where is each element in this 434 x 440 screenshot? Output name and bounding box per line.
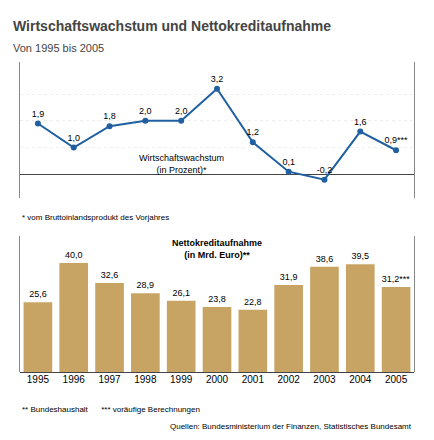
svg-text:22,8: 22,8 [244, 297, 262, 307]
svg-text:-0,2: -0,2 [317, 165, 333, 175]
svg-text:Von 1995 bis 2005: Von 1995 bis 2005 [13, 42, 104, 54]
svg-text:39,5: 39,5 [352, 251, 370, 261]
svg-text:2002: 2002 [278, 374, 301, 385]
svg-text:1,6: 1,6 [354, 117, 367, 127]
svg-text:23,8: 23,8 [208, 294, 226, 304]
svg-text:38,6: 38,6 [316, 254, 334, 264]
svg-text:Quellen: Bundesministerium der: Quellen: Bundesministerium der Finanzen,… [170, 422, 412, 431]
svg-text:25,6: 25,6 [29, 289, 47, 299]
svg-text:32,6: 32,6 [101, 270, 119, 280]
svg-text:Wirtschaftswachstum(in Prozent: Wirtschaftswachstum(in Prozent)* [139, 153, 224, 175]
svg-text:0,1: 0,1 [282, 157, 295, 167]
svg-text:2005: 2005 [385, 374, 408, 385]
svg-text:2,0: 2,0 [175, 106, 188, 116]
svg-text:1,9: 1,9 [32, 109, 45, 119]
svg-text:26,1: 26,1 [172, 288, 190, 298]
svg-text:1995: 1995 [27, 374, 50, 385]
svg-text:3,2: 3,2 [211, 74, 224, 84]
svg-text:** Bundeshaushalt *** vor: ** Bundeshaushalt *** voräufige Berechnu… [22, 405, 200, 414]
svg-text:28,9: 28,9 [137, 280, 155, 290]
svg-text:1999: 1999 [170, 374, 193, 385]
svg-text:31,9: 31,9 [280, 272, 298, 282]
svg-text:2000: 2000 [206, 374, 229, 385]
svg-text:2003: 2003 [313, 374, 336, 385]
svg-text:1,2: 1,2 [247, 127, 260, 137]
svg-text:0,9***: 0,9*** [385, 135, 409, 145]
svg-text:1,8: 1,8 [103, 111, 116, 121]
svg-text:2001: 2001 [242, 374, 265, 385]
svg-text:Nettokreditaufnahme(in Mrd. Eu: Nettokreditaufnahme(in Mrd. Euro)** [172, 238, 262, 260]
svg-text:1998: 1998 [134, 374, 157, 385]
svg-text:31,2***: 31,2*** [382, 274, 411, 284]
svg-text:40,0: 40,0 [65, 250, 83, 260]
svg-text:2004: 2004 [349, 374, 372, 385]
svg-text:* vom Bruttoinlandsprodukt des: * vom Bruttoinlandsprodukt des Vorjahres [22, 213, 169, 222]
svg-text:2,0: 2,0 [139, 106, 152, 116]
svg-text:Wirtschaftswachstum und Nettok: Wirtschaftswachstum und Nettokreditaufna… [13, 18, 331, 34]
svg-text:1996: 1996 [63, 374, 86, 385]
svg-text:1997: 1997 [98, 374, 121, 385]
svg-text:1,0: 1,0 [67, 133, 80, 143]
